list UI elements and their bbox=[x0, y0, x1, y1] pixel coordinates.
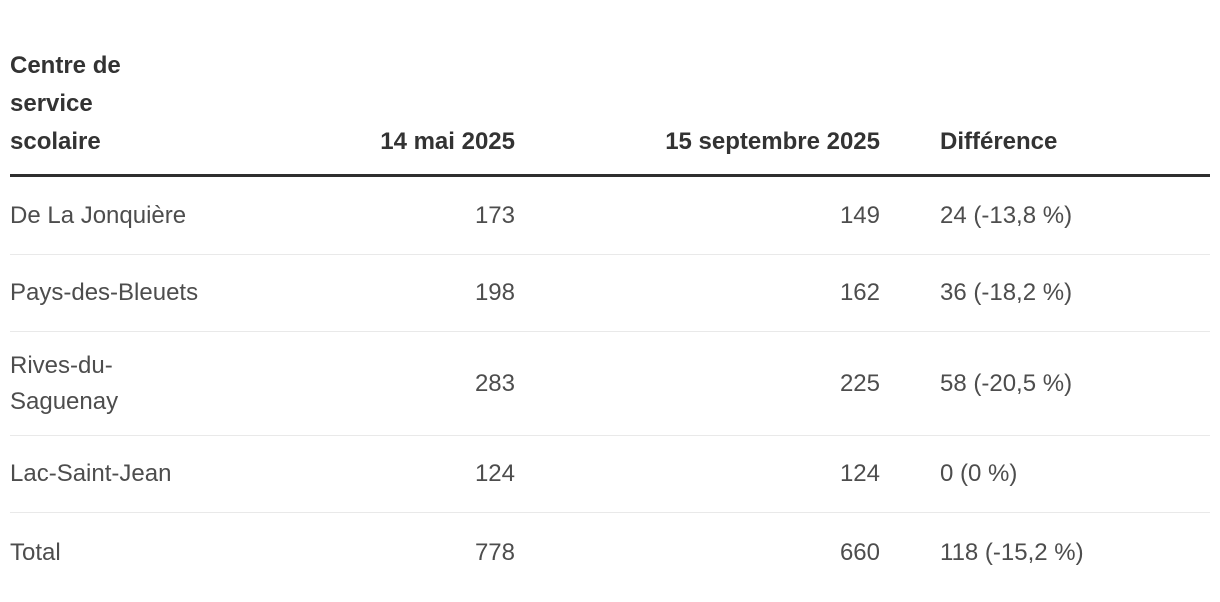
cell-centre: Total bbox=[10, 538, 61, 566]
cell-centre: Pays-des-Bleuets bbox=[10, 279, 199, 306]
cell-15-sept: 660 bbox=[839, 538, 880, 566]
table-row: Rives-du- Saguenay 283 225 58 (-20,5 %) bbox=[10, 332, 1210, 436]
table-row: Pays-des-Bleuets 198 162 36 (-18,2 %) bbox=[10, 255, 1210, 332]
cell-difference: 0 (0 %) bbox=[940, 460, 1018, 487]
cell-15-sept: 124 bbox=[839, 460, 880, 487]
cell-14-mai: 124 bbox=[474, 460, 515, 487]
table-row: De La Jonquière 173 149 24 (-13,8 %) bbox=[10, 176, 1210, 255]
cell-centre: Rives-du- Saguenay bbox=[10, 351, 119, 415]
table-row: Total 778 660 118 (-15,2 %) bbox=[10, 513, 1210, 593]
cell-difference: 36 (-18,2 %) bbox=[940, 279, 1073, 306]
cell-centre: De La Jonquière bbox=[10, 201, 187, 229]
column-header-centre-de-service-scolaire: Centre de service scolaire bbox=[10, 0, 210, 177]
school-service-centre-table: Centre de service scolaire 14 mai 2025 1… bbox=[10, 0, 1210, 593]
column-header-15-septembre-2025: 15 septembre 2025 bbox=[515, 0, 880, 177]
cell-centre: Lac-Saint-Jean bbox=[10, 460, 172, 487]
column-header-difference: Différence bbox=[880, 0, 1210, 177]
cell-14-mai: 198 bbox=[474, 279, 515, 306]
cell-15-sept: 162 bbox=[839, 279, 880, 306]
table-row: Lac-Saint-Jean 124 124 0 (0 %) bbox=[10, 436, 1210, 513]
cell-difference: 24 (-13,8 %) bbox=[940, 201, 1073, 229]
table-body: De La Jonquière 173 149 24 (-13,8 %) Pays-de… bbox=[10, 176, 1210, 593]
cell-difference: 58 (-20,5 %) bbox=[940, 369, 1073, 397]
cell-15-sept: 149 bbox=[839, 201, 880, 229]
table-container: Centre de service scolaire 14 mai 2025 1… bbox=[10, 0, 1210, 593]
cell-14-mai: 778 bbox=[474, 538, 515, 566]
cell-difference: 118 (-15,2 %) bbox=[940, 538, 1084, 566]
cell-14-mai: 283 bbox=[474, 369, 515, 397]
cell-15-sept: 225 bbox=[839, 369, 880, 397]
cell-14-mai: 173 bbox=[474, 201, 515, 229]
column-header-14-mai-2025: 14 mai 2025 bbox=[210, 0, 515, 177]
header-row: Centre de service scolaire 14 mai 2025 1… bbox=[10, 0, 1210, 177]
